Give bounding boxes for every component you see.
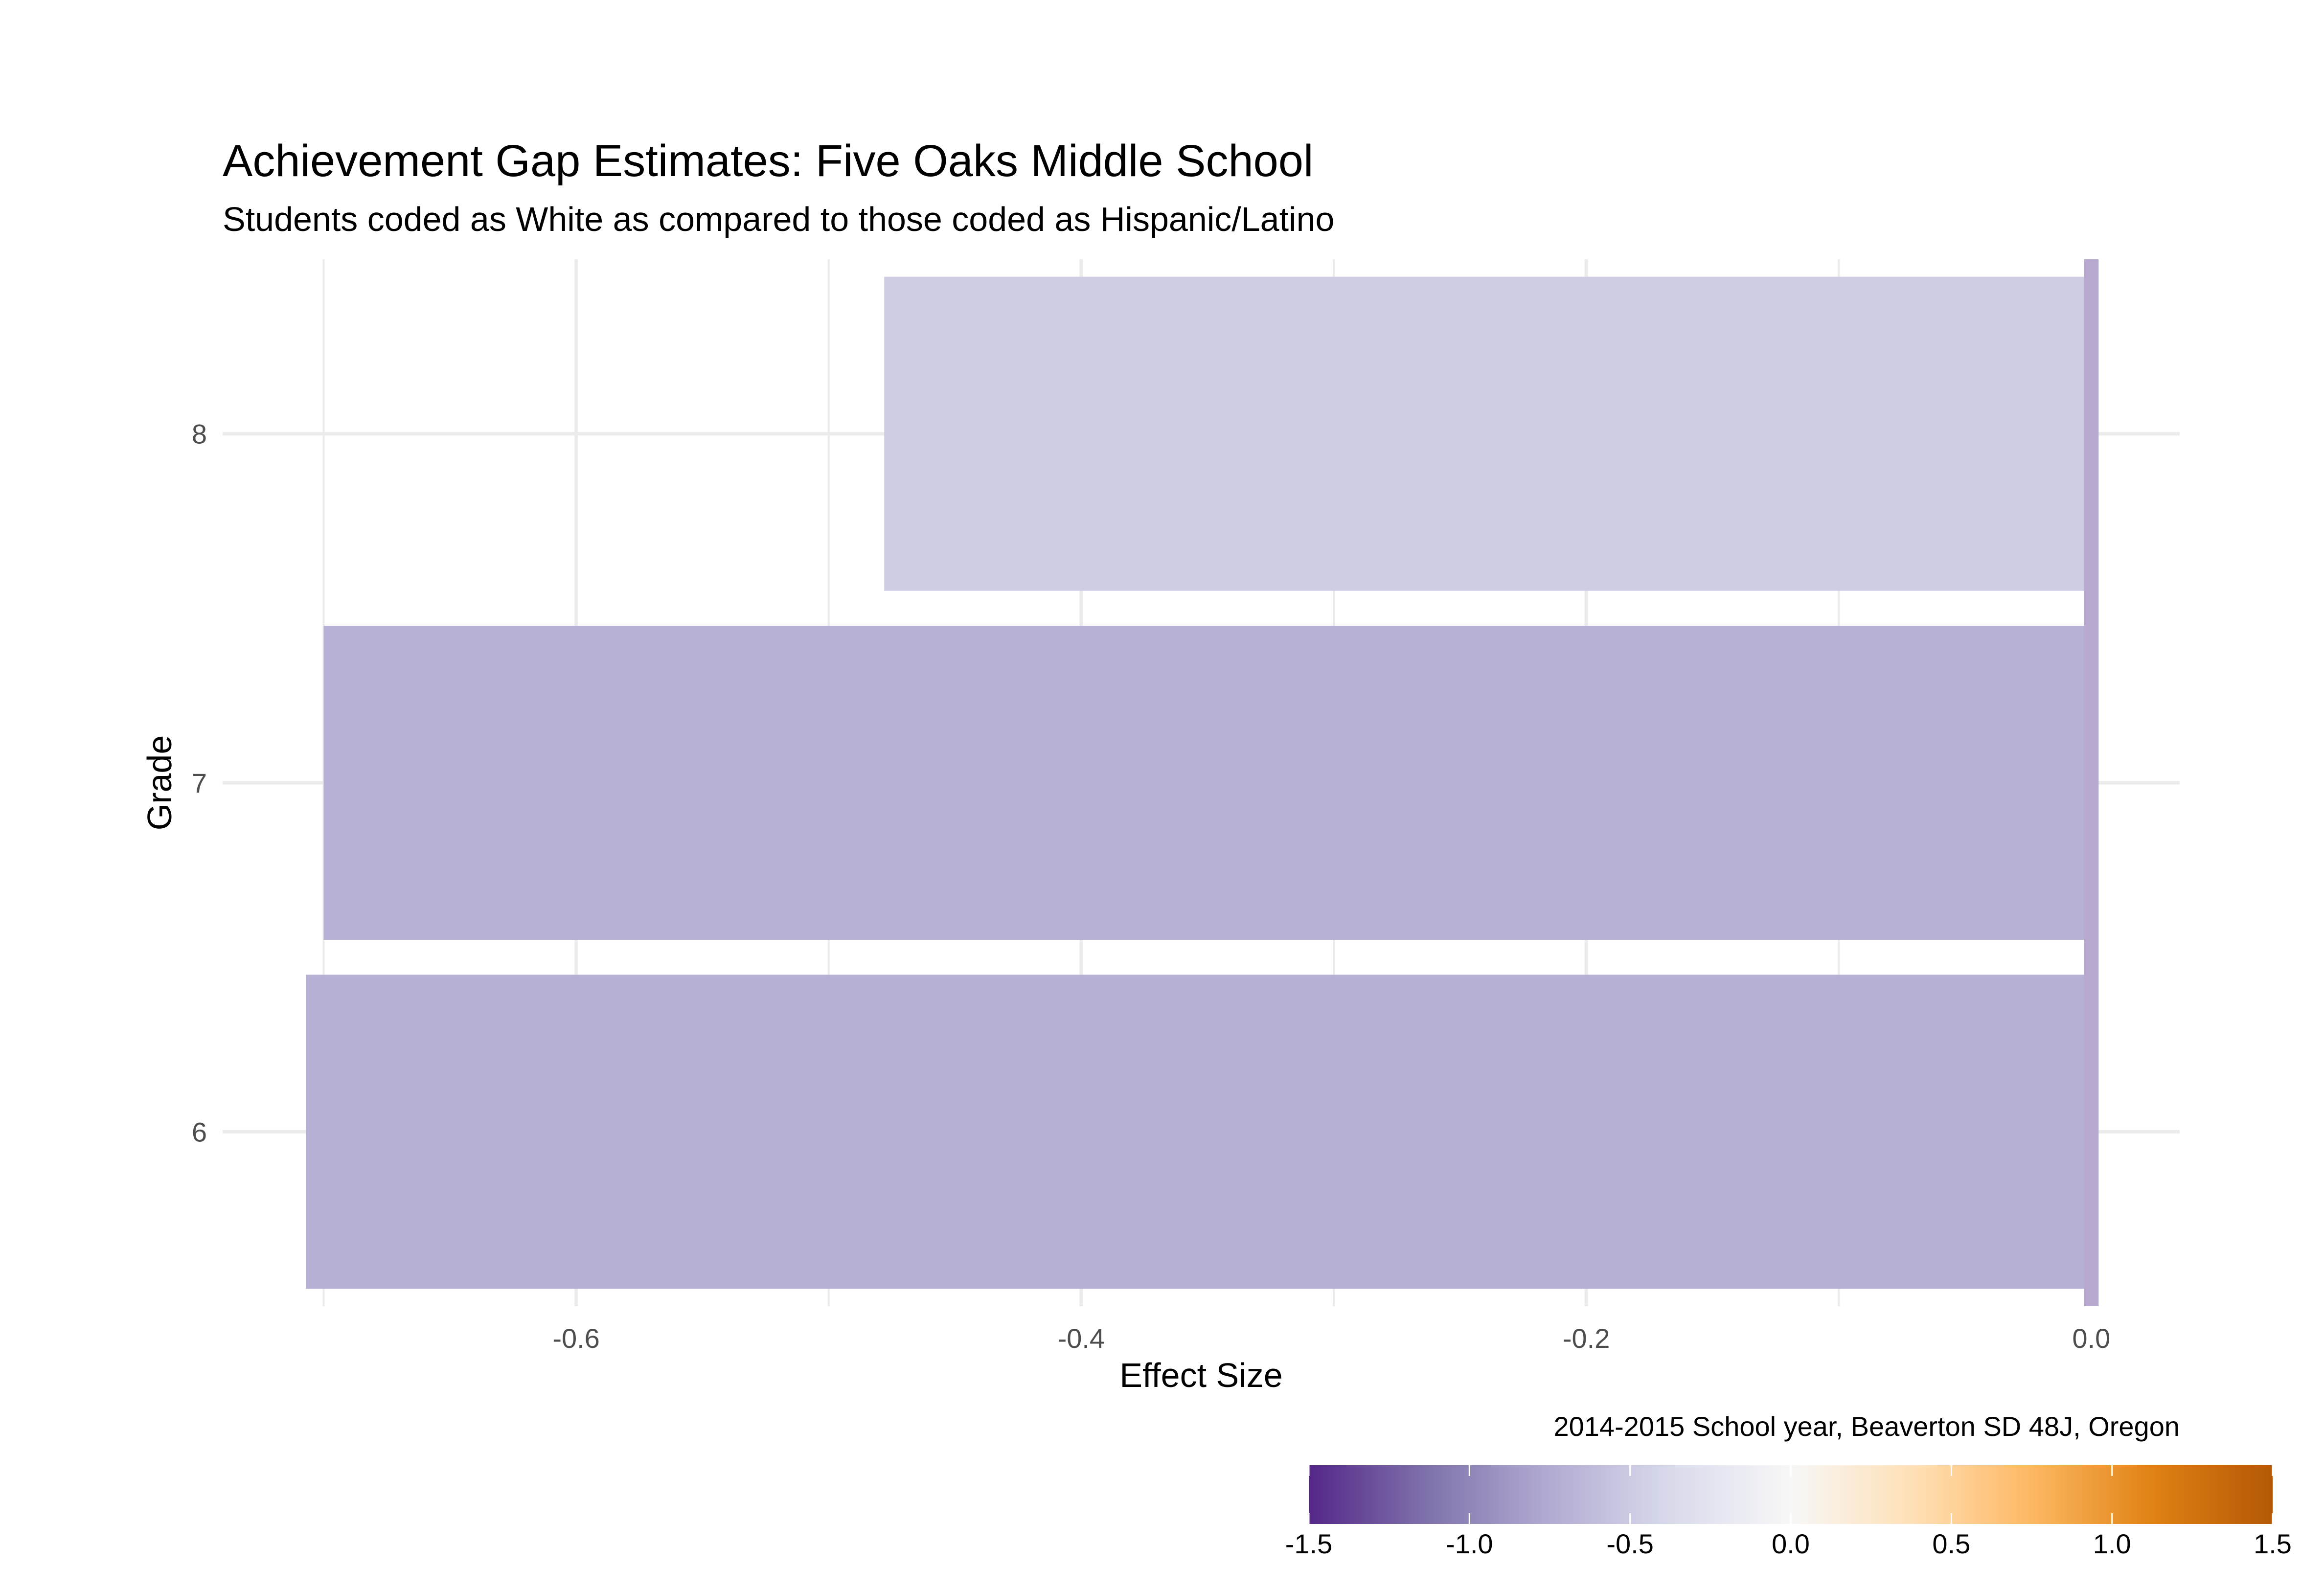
x-tick-label: -0.6 bbox=[552, 1323, 600, 1354]
y-axis-title: Grade bbox=[140, 735, 179, 831]
bar-grade-7 bbox=[323, 626, 2092, 940]
x-axis-ticks: -0.6 -0.4 -0.2 0.0 bbox=[552, 1323, 2110, 1354]
x-axis-title: Effect Size bbox=[1119, 1356, 1282, 1394]
colorbar-tick-label: 1.5 bbox=[2254, 1528, 2292, 1559]
colorbar-tick-label: -1.0 bbox=[1446, 1528, 1493, 1559]
x-tick-label: -0.4 bbox=[1058, 1323, 1105, 1354]
x-tick-label: -0.2 bbox=[1563, 1323, 1610, 1354]
caption: 2014-2015 School year, Beaverton SD 48J,… bbox=[1554, 1411, 2180, 1442]
chart-subtitle: Students coded as White as compared to t… bbox=[223, 200, 1334, 238]
x-tick-label: 0.0 bbox=[2072, 1323, 2110, 1354]
bars bbox=[306, 276, 2092, 1289]
colorbar-legend: -1.5 -1.0 -0.5 0.0 0.5 1.0 1.5 bbox=[1285, 1465, 2292, 1559]
colorbar-tick-label: 0.0 bbox=[1772, 1528, 1810, 1559]
y-tick-label: 8 bbox=[192, 419, 207, 450]
y-tick-label: 6 bbox=[192, 1116, 207, 1147]
colorbar-tick-label: 1.0 bbox=[2093, 1528, 2131, 1559]
colorbar-tick-label: -0.5 bbox=[1606, 1528, 1654, 1559]
y-tick-label: 7 bbox=[192, 768, 207, 798]
bar-grade-6 bbox=[306, 975, 2092, 1289]
chart-title: Achievement Gap Estimates: Five Oaks Mid… bbox=[223, 136, 1313, 186]
bar-grade-8 bbox=[884, 276, 2092, 591]
colorbar-tick-label: -1.5 bbox=[1285, 1528, 1333, 1559]
y-axis-ticks: 6 7 8 bbox=[192, 419, 207, 1148]
colorbar-tick-label: 0.5 bbox=[1932, 1528, 1970, 1559]
